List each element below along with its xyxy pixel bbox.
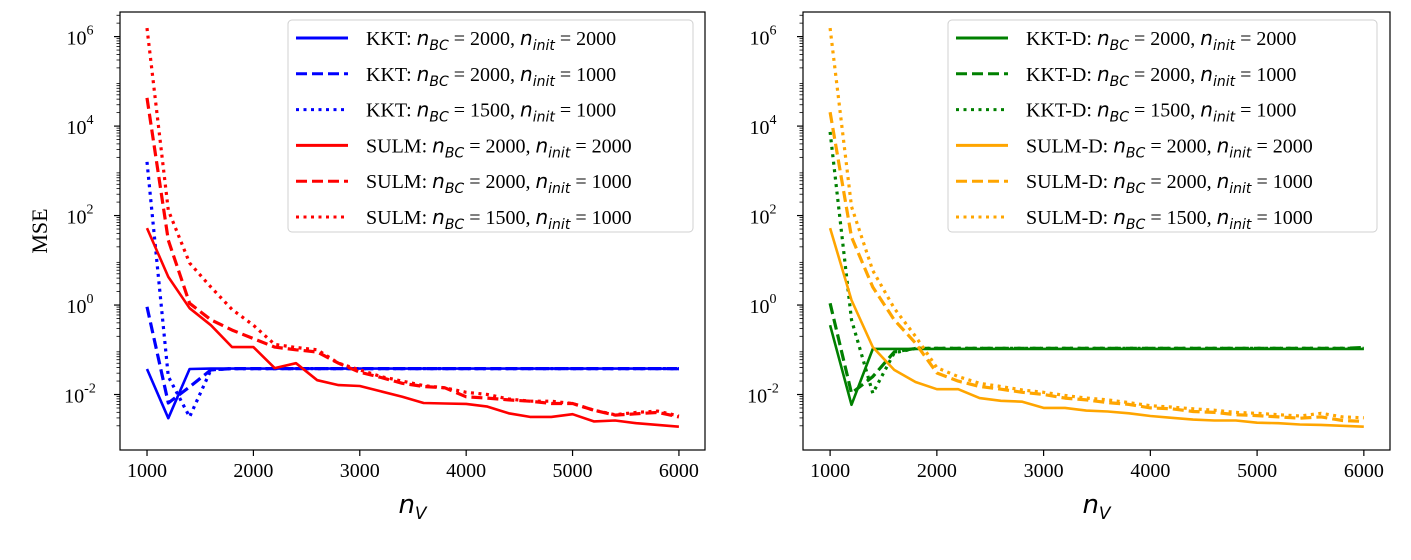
y-tick-label: 104 [750,113,777,139]
x-tick-label: 1000 [127,460,167,482]
x-tick-label: 3000 [340,460,380,482]
series-line-3 [145,161,679,419]
y-tick-label: 100 [67,292,94,318]
legend: KKT-D: nBC = 2000, ninit = 2000 KKT-D: nB… [947,19,1378,233]
legend-label-6: SULM: nBC = 1500, ninit = 1000 [366,205,632,233]
x-tick-label: 5000 [1237,460,1277,482]
legend-label-4: SULM-D: nBC = 2000, ninit = 2000 [1026,133,1313,161]
legend-label-5: SULM: nBC = 2000, ninit = 1000 [366,169,632,197]
series-line-4 [145,227,680,428]
legend-label-3: KKT: nBC = 1500, ninit = 1000 [366,98,616,126]
series-line-5 [828,111,1364,423]
y-tick-label: 106 [750,24,777,50]
legend-label-1: KKT: nBC = 2000, ninit = 2000 [366,26,616,54]
x-axis-label: nV [1082,490,1111,524]
x-tick-label: 1000 [810,460,850,482]
y-tick-label: 104 [67,113,94,139]
axes-frame [119,11,706,451]
x-tick-label: 5000 [553,460,593,482]
y-tick-label: 102 [67,203,94,229]
y-tick-label: 10-2 [747,382,779,408]
y-tick-label: 10-2 [64,382,96,408]
legend: KKT: nBC = 2000, ninit = 2000 KKT: nBC = … [287,19,694,233]
axes-frame [802,11,1391,451]
legend-label-1: KKT-D: nBC = 2000, ninit = 2000 [1026,26,1296,54]
legend-label-6: SULM-D: nBC = 1500, ninit = 1000 [1026,205,1313,233]
x-tick-label: 2000 [917,460,957,482]
series-line-6 [145,27,680,418]
y-tick-label: 102 [750,203,777,229]
panel-2: 1000 2000 3000 4000 5000 6000 10-2 100 102 104 106… [747,11,1391,524]
x-tick-label: 6000 [1344,460,1384,482]
y-axis-label: MSE [27,208,52,253]
y-tick-label: 106 [67,24,94,50]
x-tick-label: 4000 [1130,460,1170,482]
legend-label-4: SULM: nBC = 2000, ninit = 2000 [366,133,632,161]
legend-label-5: SULM-D: nBC = 2000, ninit = 1000 [1026,169,1313,197]
y-tick-label: 100 [750,292,777,318]
series-line-3 [828,131,1364,395]
x-tick-label: 2000 [233,460,273,482]
x-tick-label: 4000 [446,460,486,482]
x-tick-label: 3000 [1024,460,1064,482]
legend-label-2: KKT-D: nBC = 2000, ninit = 1000 [1026,62,1296,90]
series-line-6 [828,27,1364,420]
panel-1: 1000 2000 3000 4000 5000 6000 10-2 100 102 104 106… [27,11,706,524]
legend-frame [287,19,694,233]
x-tick-label: 6000 [659,460,699,482]
x-axis-label: nV [398,490,427,524]
legend-label-2: KKT: nBC = 2000, ninit = 1000 [366,62,616,90]
series-line-4 [828,227,1364,428]
legend-label-3: KKT-D: nBC = 1500, ninit = 1000 [1026,98,1296,126]
legend-frame [947,19,1378,233]
series-line-2 [145,306,679,405]
